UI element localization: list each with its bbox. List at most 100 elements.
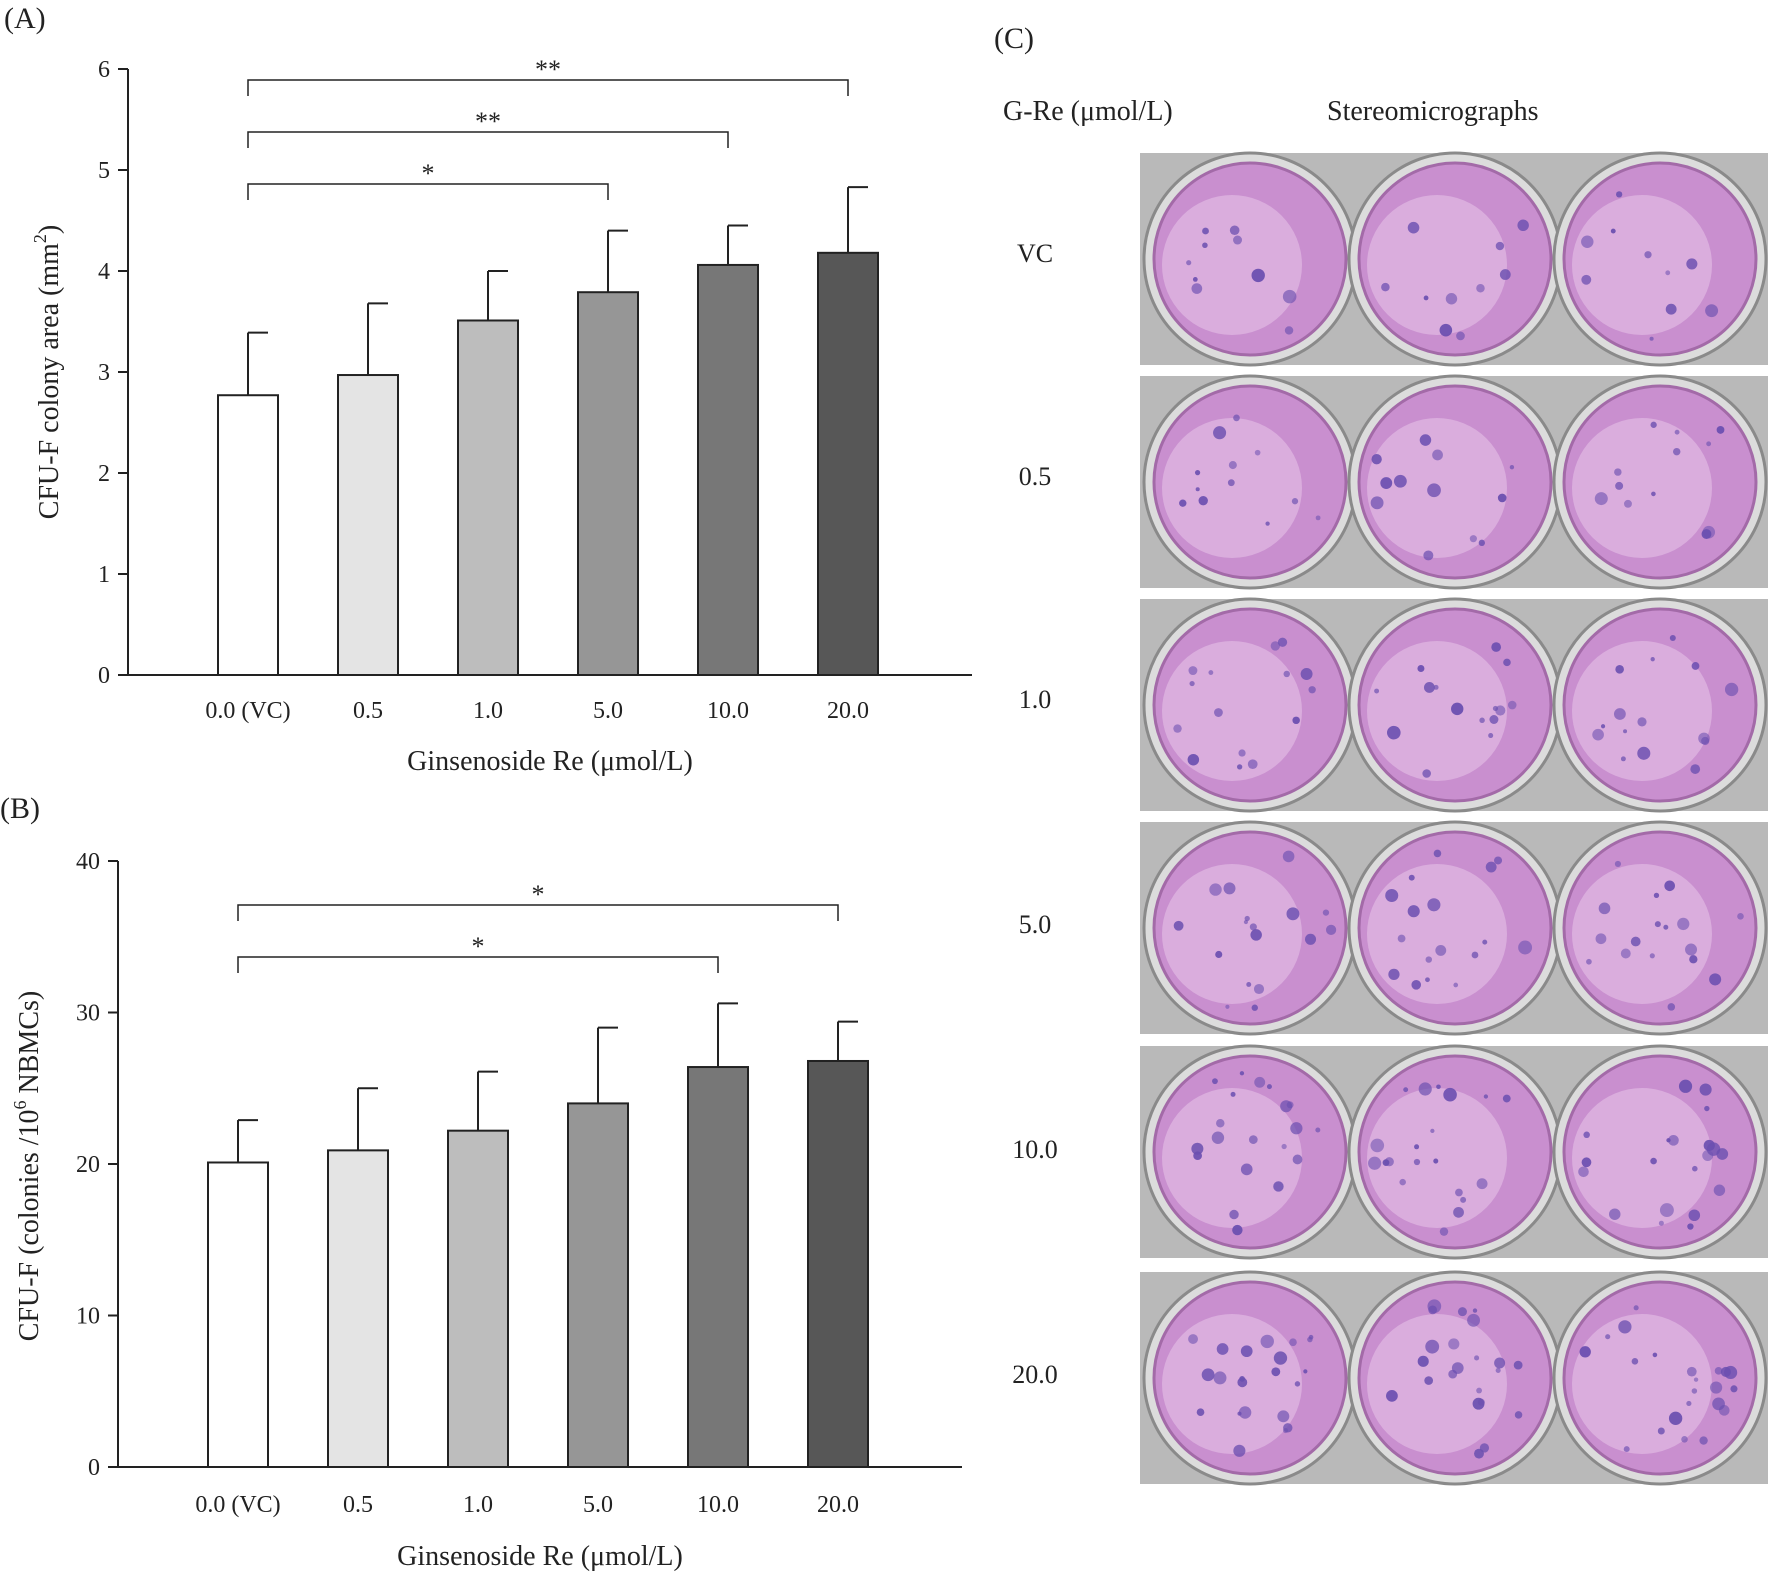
colony [1271,1367,1281,1377]
colony [1399,1178,1406,1186]
colony [1673,447,1681,456]
colony [1270,641,1281,651]
category-label-b: 20.0 [817,1492,859,1518]
colony [1387,725,1401,740]
colony [1188,666,1198,676]
colony [1690,764,1701,774]
colony [1663,924,1669,930]
colony [1706,441,1712,447]
colony [1238,749,1246,757]
colony [1689,955,1698,964]
colony [1282,850,1295,863]
colony [1624,499,1632,508]
colony [1422,769,1431,778]
colony [1417,1355,1429,1367]
row-label: 20.0 [1012,1360,1058,1389]
colony [1659,1203,1674,1218]
colony [1691,1388,1698,1394]
colony [1425,1339,1440,1354]
colony [1615,665,1624,674]
bar-b [807,1059,869,1468]
significance-bracket-a [247,131,729,148]
colony [1249,923,1257,931]
colony [1425,977,1430,983]
colony [1370,496,1384,510]
panel-label-b: (B) [0,792,40,825]
colony [1308,686,1316,694]
y-tick-label-b: 0 [88,1455,100,1481]
colony [1223,882,1236,895]
colony [1417,665,1425,672]
colony [1457,1307,1467,1317]
colony [1411,980,1422,990]
colony [1227,479,1235,487]
colony [1491,642,1502,652]
colony [1600,724,1606,729]
colony [1292,1154,1303,1165]
colony [1439,323,1453,337]
colony [1614,860,1622,868]
colony [1192,276,1198,282]
colony [1476,284,1485,293]
colony [1201,1368,1215,1382]
colony [1244,915,1250,922]
colony [1236,764,1243,770]
colony [1495,1367,1501,1373]
category-label-b: 5.0 [583,1492,613,1518]
colony [1615,481,1624,490]
well-highlight [1572,1314,1712,1454]
y-axis-label-b: CFU-F (colonies /106 NBMCs) [10,991,45,1341]
colony [1423,295,1429,301]
colony [1407,221,1420,234]
colony [1300,668,1313,680]
colony [1691,662,1700,670]
colony [1499,269,1511,280]
colony [1709,973,1722,986]
colony [1686,1400,1692,1407]
colony [1445,293,1458,305]
category-label-a: 10.0 [707,698,749,724]
colony [1472,1308,1478,1313]
significance-label-a: ** [535,55,561,84]
colony [1427,483,1441,498]
y-tick-label-a: 4 [98,259,110,285]
colony [1474,1448,1484,1459]
colony [1469,535,1477,543]
category-label-b: 1.0 [463,1492,493,1518]
bar-b [687,1066,749,1469]
significance-label-a: * [422,159,435,188]
significance-label-b: * [532,880,545,909]
colony [1716,425,1725,434]
colony [1714,1366,1723,1375]
panel-label-c: (C) [994,22,1034,55]
colony [1460,1196,1467,1203]
colony [1419,434,1432,446]
well-highlight [1162,195,1302,335]
colony [1233,414,1240,422]
x-axis-label-a: Ginsenoside Re (μmol/L) [407,746,693,777]
colony [1277,1410,1290,1423]
colony [1583,1131,1590,1139]
colony [1384,1157,1394,1167]
significance-bracket-b [237,956,719,973]
colony [1277,637,1288,647]
colony [1664,880,1675,892]
colony [1202,242,1208,249]
colony [1251,1004,1258,1011]
y-tick-label-a: 2 [98,461,110,487]
colony [1620,948,1631,959]
colony [1478,539,1485,547]
colony [1623,1446,1630,1453]
colony [1282,289,1297,304]
well-highlight [1367,195,1507,335]
col-header-stereomicrographs: Stereomicrographs [1327,96,1539,127]
colony [1503,658,1511,667]
colony [1674,429,1680,435]
colony [1173,920,1184,931]
row-label: 5.0 [1019,910,1052,939]
well-highlight [1572,195,1712,335]
colony [1209,883,1222,896]
well-highlight [1367,641,1507,781]
significance-bracket-a [247,183,609,200]
